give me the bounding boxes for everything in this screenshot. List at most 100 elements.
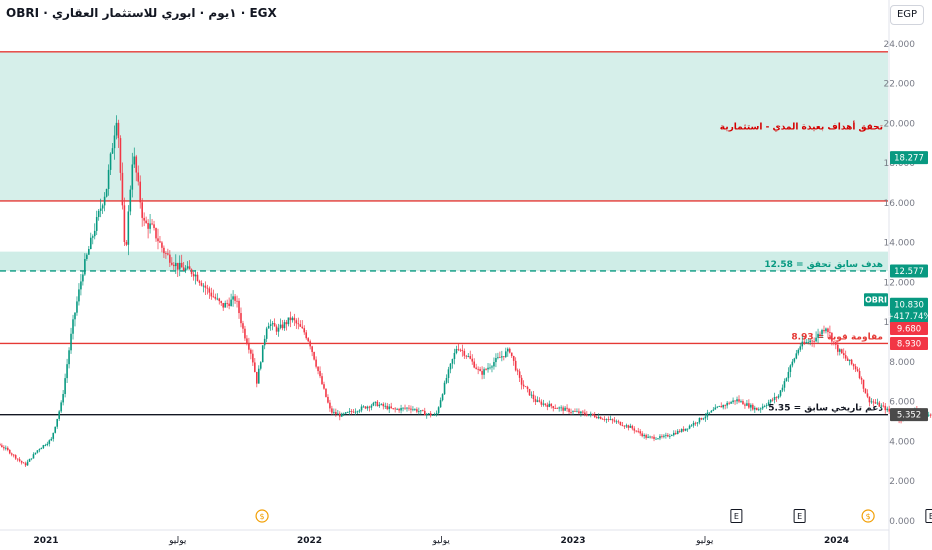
- earnings-marker[interactable]: [793, 509, 806, 523]
- candle-body: [412, 409, 414, 411]
- candle-body: [856, 369, 859, 371]
- candle-body: [534, 399, 537, 402]
- candle-body: [56, 418, 58, 427]
- candle-body: [319, 371, 321, 377]
- candle-body: [28, 458, 31, 462]
- candle-body: [499, 357, 501, 359]
- candle-body: [26, 461, 29, 466]
- candle-body: [228, 303, 230, 307]
- candle-body: [437, 407, 440, 414]
- candle-body: [694, 422, 697, 424]
- candle-body: [809, 340, 811, 343]
- earnings-marker[interactable]: [730, 509, 743, 523]
- candle-body: [147, 222, 149, 229]
- candle-body: [639, 431, 641, 434]
- candle-body: [461, 350, 464, 351]
- earnings-marker[interactable]: [925, 509, 932, 523]
- candle-body: [372, 402, 375, 406]
- split-marker[interactable]: [861, 509, 875, 523]
- candle-body: [613, 420, 616, 422]
- candle-body: [117, 122, 120, 139]
- currency-button[interactable]: EGP: [890, 5, 924, 25]
- candle-body: [560, 407, 562, 409]
- level-label-2: هدف سابق تحقق = 12.58: [764, 260, 883, 270]
- candle-body: [633, 428, 636, 431]
- candle-body: [647, 436, 649, 438]
- candle-body: [746, 403, 748, 406]
- candle-body: [447, 369, 450, 378]
- candle-body: [22, 462, 25, 464]
- candle-body: [337, 413, 339, 415]
- zone-note: تحقق أهداف بعيدة المدي - استثمارية: [720, 120, 883, 132]
- y-tick-label: 14.000: [884, 239, 916, 249]
- candle-body: [329, 402, 331, 409]
- candle-body: [435, 413, 438, 415]
- candle-body: [479, 369, 481, 372]
- price-label: 12.577: [894, 267, 924, 277]
- candle-body: [10, 453, 13, 455]
- candle-body: [418, 411, 420, 413]
- candle-body: [127, 211, 130, 245]
- candle-body: [425, 414, 428, 416]
- split-marker[interactable]: [255, 509, 269, 523]
- symbol-tag-bg: [864, 293, 888, 307]
- candle-body: [586, 414, 588, 416]
- candle-body: [485, 369, 487, 371]
- candle-body: [603, 419, 606, 420]
- candle-body: [246, 338, 248, 344]
- candle-body: [512, 355, 515, 361]
- candle-body: [350, 411, 353, 412]
- candle-body: [763, 406, 766, 407]
- candle-body: [89, 237, 92, 250]
- candle-body: [528, 388, 531, 396]
- candle-body: [0, 443, 1, 446]
- candle-body: [196, 274, 199, 281]
- candle-body: [99, 208, 102, 211]
- candle-body: [236, 300, 238, 302]
- candle-body: [625, 425, 628, 427]
- event-marker-glyph: E: [797, 512, 802, 521]
- candle-body: [60, 402, 62, 412]
- candle-body: [342, 413, 345, 415]
- candle-body: [178, 262, 181, 270]
- candle-body: [42, 445, 45, 448]
- candle-body: [410, 408, 412, 410]
- candle-body: [445, 377, 448, 383]
- candle-body: [93, 230, 96, 237]
- candle-body: [356, 411, 359, 413]
- candle-body: [635, 430, 638, 432]
- price-label: 5.352: [897, 411, 921, 421]
- candle-body: [609, 419, 612, 420]
- candle-body: [155, 228, 157, 239]
- y-tick-label: 6.000: [889, 398, 915, 408]
- candle-body: [888, 408, 890, 412]
- candle-body: [742, 401, 744, 405]
- candle-body: [777, 395, 780, 398]
- candle-body: [674, 432, 677, 435]
- candle-body: [637, 430, 640, 432]
- candle-body: [672, 432, 675, 436]
- candle-body: [212, 296, 215, 298]
- candle-body: [791, 361, 794, 366]
- candle-body: [884, 405, 887, 411]
- candle-body: [564, 407, 566, 411]
- candle-body: [95, 217, 98, 231]
- candle-body: [174, 262, 177, 267]
- candle-body: [819, 333, 821, 335]
- candle-body: [240, 313, 242, 324]
- candle-body: [88, 249, 90, 255]
- candle-body: [495, 358, 497, 363]
- candle-body: [838, 349, 841, 352]
- candle-body: [416, 409, 418, 412]
- candle-body: [12, 454, 15, 456]
- candle-body: [459, 349, 462, 351]
- candle-body: [680, 428, 683, 432]
- candle-body: [194, 274, 197, 277]
- candle-body: [568, 408, 570, 413]
- level-label-3: مقاومة قوية = 8.93: [791, 332, 883, 342]
- candle-body: [769, 399, 772, 403]
- candle-body: [801, 341, 804, 347]
- event-marker-glyph: E: [734, 512, 739, 521]
- candle-body: [860, 378, 863, 380]
